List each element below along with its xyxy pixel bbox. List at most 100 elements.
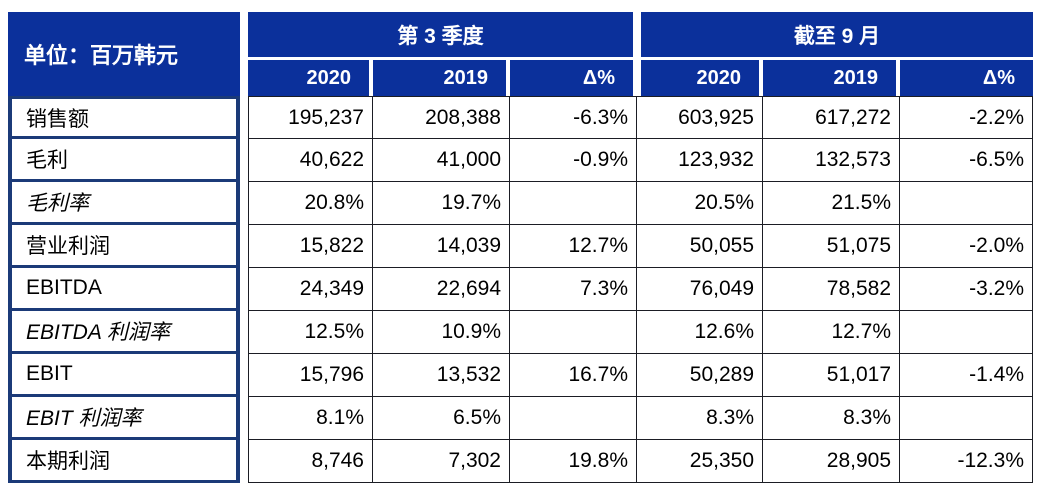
data-cell: 6.5% — [373, 397, 510, 440]
data-cell: 208,388 — [373, 96, 510, 139]
row-label: 毛利 — [8, 139, 240, 182]
table-body: 销售额 195,237 208,388 -6.3% 603,925 617,27… — [8, 96, 1033, 483]
row-gap — [240, 96, 248, 139]
data-cell: 603,925 — [637, 96, 763, 139]
row-label: 销售额 — [8, 96, 240, 139]
data-cell — [900, 311, 1033, 354]
data-cell — [510, 311, 637, 354]
row-gap — [240, 311, 248, 354]
group-title-ytd: 截至 9 月 — [641, 12, 1033, 57]
data-cell: 76,049 — [637, 268, 763, 311]
data-cell: 16.7% — [510, 354, 637, 397]
data-cell: 8,746 — [248, 440, 373, 483]
table-row: 本期利润 8,746 7,302 19.8% 25,350 28,905 -12… — [8, 440, 1033, 483]
data-cell: -0.9% — [510, 139, 637, 182]
data-cell: 41,000 — [373, 139, 510, 182]
data-cell: 12.6% — [637, 311, 763, 354]
data-cell: 19.7% — [373, 182, 510, 225]
data-cell: -2.0% — [900, 225, 1033, 268]
data-cell: 22,694 — [373, 268, 510, 311]
data-cell: 195,237 — [248, 96, 373, 139]
row-gap — [240, 440, 248, 483]
data-cell: 51,075 — [763, 225, 900, 268]
row-label: EBIT — [8, 354, 240, 397]
data-cell: 8.1% — [248, 397, 373, 440]
data-cell: 19.8% — [510, 440, 637, 483]
table-row: 毛利 40,622 41,000 -0.9% 123,932 132,573 -… — [8, 139, 1033, 182]
data-cell: 15,796 — [248, 354, 373, 397]
row-label: 毛利率 — [8, 182, 240, 225]
data-cell: -2.2% — [900, 96, 1033, 139]
unit-label-cell: 单位：百万韩元 — [8, 12, 240, 96]
column-header-ytd-2019: 2019 — [763, 60, 896, 96]
data-cell: 15,822 — [248, 225, 373, 268]
row-gap — [240, 397, 248, 440]
data-cell — [900, 182, 1033, 225]
table-row: EBITDA 利润率 12.5% 10.9% 12.6% 12.7% — [8, 311, 1033, 354]
column-header-q3-delta: Δ% — [510, 60, 633, 96]
data-cell: 21.5% — [763, 182, 900, 225]
row-label: 营业利润 — [8, 225, 240, 268]
row-gap — [240, 139, 248, 182]
group-title-q3: 第 3 季度 — [248, 12, 633, 57]
data-cell: 28,905 — [763, 440, 900, 483]
table-row: 销售额 195,237 208,388 -6.3% 603,925 617,27… — [8, 96, 1033, 139]
data-cell: 7,302 — [373, 440, 510, 483]
row-gap — [240, 225, 248, 268]
data-cell: 12.7% — [763, 311, 900, 354]
data-cell: -1.4% — [900, 354, 1033, 397]
column-header-ytd-2020: 2020 — [641, 60, 759, 96]
row-gap — [240, 182, 248, 225]
row-gap — [240, 354, 248, 397]
column-header-q3-2019: 2019 — [373, 60, 506, 96]
data-cell: 20.5% — [637, 182, 763, 225]
column-group-q3: 第 3 季度 2020 2019 Δ% — [248, 12, 633, 96]
data-cell: 12.7% — [510, 225, 637, 268]
data-cell: 123,932 — [637, 139, 763, 182]
table-row: EBIT 15,796 13,532 16.7% 50,289 51,017 -… — [8, 354, 1033, 397]
data-cell: 7.3% — [510, 268, 637, 311]
column-header-q3-2020: 2020 — [248, 60, 369, 96]
table-row: EBITDA 24,349 22,694 7.3% 76,049 78,582 … — [8, 268, 1033, 311]
row-label: 本期利润 — [8, 440, 240, 483]
data-cell: -12.3% — [900, 440, 1033, 483]
data-cell: 8.3% — [637, 397, 763, 440]
row-gap — [240, 268, 248, 311]
table-row: 营业利润 15,822 14,039 12.7% 50,055 51,075 -… — [8, 225, 1033, 268]
table-row: EBIT 利润率 8.1% 6.5% 8.3% 8.3% — [8, 397, 1033, 440]
subheader-row-q3: 2020 2019 Δ% — [248, 60, 633, 96]
financial-results-table: 单位：百万韩元 第 3 季度 2020 2019 Δ% 截至 9 月 2020 — [8, 12, 1033, 483]
data-cell: 13,532 — [373, 354, 510, 397]
row-label: EBITDA — [8, 268, 240, 311]
data-cell: 78,582 — [763, 268, 900, 311]
data-cell: 40,622 — [248, 139, 373, 182]
table-header: 单位：百万韩元 第 3 季度 2020 2019 Δ% 截至 9 月 2020 — [8, 12, 1033, 96]
data-cell: 24,349 — [248, 268, 373, 311]
subheader-row-ytd: 2020 2019 Δ% — [641, 60, 1033, 96]
data-cell — [510, 182, 637, 225]
data-cell: 51,017 — [763, 354, 900, 397]
table-row: 毛利率 20.8% 19.7% 20.5% 21.5% — [8, 182, 1033, 225]
data-cell: 617,272 — [763, 96, 900, 139]
data-cell — [900, 397, 1033, 440]
header-gap — [633, 12, 641, 96]
data-cell: 14,039 — [373, 225, 510, 268]
row-label: EBITDA 利润率 — [8, 311, 240, 354]
column-group-ytd: 截至 9 月 2020 2019 Δ% — [641, 12, 1033, 96]
data-cell: -6.3% — [510, 96, 637, 139]
data-cell — [510, 397, 637, 440]
data-cell: -6.5% — [900, 139, 1033, 182]
data-cell: 25,350 — [637, 440, 763, 483]
data-cell: 12.5% — [248, 311, 373, 354]
header-gap — [240, 12, 248, 96]
row-label: EBIT 利润率 — [8, 397, 240, 440]
column-header-ytd-delta: Δ% — [900, 60, 1033, 96]
data-cell: 50,289 — [637, 354, 763, 397]
data-cell: 132,573 — [763, 139, 900, 182]
data-cell: 10.9% — [373, 311, 510, 354]
data-cell: -3.2% — [900, 268, 1033, 311]
data-cell: 50,055 — [637, 225, 763, 268]
data-cell: 20.8% — [248, 182, 373, 225]
data-cell: 8.3% — [763, 397, 900, 440]
